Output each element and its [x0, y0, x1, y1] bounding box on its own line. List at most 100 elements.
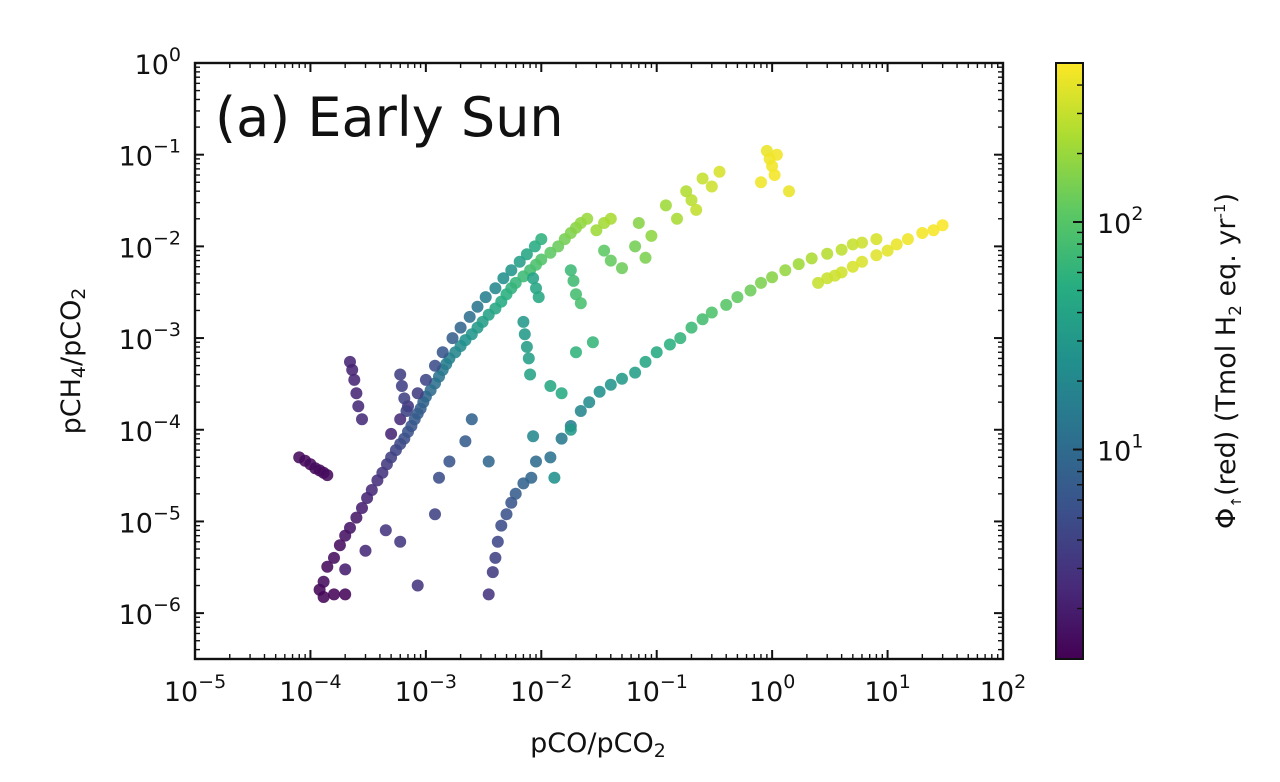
data-point [936, 219, 949, 232]
data-point [489, 551, 502, 564]
x-tick-label: 10−2 [510, 671, 572, 708]
data-point [400, 405, 413, 417]
data-point [629, 366, 642, 379]
data-point [489, 282, 502, 295]
data-point [436, 346, 449, 359]
data-point [350, 387, 363, 400]
data-point [659, 199, 672, 212]
data-point [321, 560, 334, 573]
axis-ticks [194, 62, 1004, 659]
data-point [779, 264, 792, 277]
data-point [339, 563, 352, 576]
data-point [385, 427, 398, 440]
data-point [650, 346, 663, 359]
data-point [783, 185, 795, 198]
data-point [518, 328, 531, 341]
data-point [509, 487, 522, 500]
data-point [527, 430, 540, 443]
data-point [513, 255, 526, 268]
data-point [555, 387, 568, 400]
data-point [590, 224, 603, 237]
data-point [927, 224, 940, 237]
data-point [520, 248, 533, 261]
data-point [394, 535, 407, 548]
data-point [394, 413, 407, 426]
data-point [333, 539, 346, 552]
data-point [328, 588, 340, 601]
x-tick-label: 101 [864, 671, 910, 708]
data-point [770, 148, 783, 161]
data-point [544, 451, 557, 464]
plot-frame [193, 61, 1005, 661]
x-tick-label: 10−3 [395, 671, 457, 708]
data-point [616, 372, 628, 385]
data-point [532, 291, 545, 304]
data-point [429, 359, 441, 372]
data-point [744, 284, 757, 297]
data-point [856, 236, 868, 249]
data-point [835, 243, 848, 256]
data-point [916, 227, 929, 239]
y-tick-label: 10−3 [119, 319, 181, 356]
data-point [398, 392, 411, 405]
data-point [317, 591, 330, 603]
x-tick-label: 10−5 [164, 671, 226, 708]
data-point [629, 240, 642, 253]
data-point [680, 185, 693, 198]
y-tick-label: 10−4 [119, 411, 181, 448]
data-point [598, 244, 611, 257]
data-point [846, 238, 859, 251]
data-point [500, 508, 513, 521]
data-point [890, 238, 903, 251]
x-tick-label: 10−1 [626, 671, 688, 708]
data-point [593, 385, 606, 398]
data-point [348, 373, 361, 386]
data-point [812, 276, 825, 289]
data-point [805, 252, 818, 265]
data-point [846, 260, 859, 273]
data-point [583, 396, 596, 409]
data-point [525, 471, 538, 484]
data-point [574, 405, 587, 417]
data-point [616, 262, 628, 275]
y-tick-label: 100 [135, 44, 181, 81]
colorbar-title: Φ↑(red) (Tmol H2 eq. yr-1) [1211, 193, 1246, 529]
data-point [339, 588, 352, 601]
data-point [685, 321, 698, 334]
data-point [713, 165, 726, 178]
data-point [317, 575, 330, 588]
data-point [446, 332, 459, 345]
data-point [544, 380, 557, 392]
data-point [567, 274, 580, 287]
data-point [486, 566, 499, 579]
data-point [443, 455, 456, 468]
y-axis-title: pCH4/pCO2 [56, 288, 90, 435]
data-point [465, 413, 478, 426]
data-point [459, 435, 472, 448]
data-point [356, 502, 368, 514]
data-point [604, 254, 617, 267]
data-point [419, 373, 432, 386]
data-point [792, 258, 805, 271]
data-point [482, 588, 495, 601]
data-point [454, 321, 467, 334]
data-point [870, 233, 883, 246]
data-point [604, 378, 617, 391]
data-point [604, 212, 617, 225]
data-point [394, 368, 407, 381]
y-tick-label: 10−5 [119, 502, 181, 539]
x-tick-label: 102 [980, 671, 1026, 708]
data-point [505, 496, 518, 509]
y-tick-label: 10−2 [119, 227, 181, 264]
data-point [429, 508, 441, 521]
data-point [379, 524, 392, 537]
data-point [570, 288, 582, 301]
data-point [433, 471, 445, 484]
x-tick-label: 100 [749, 671, 795, 708]
data-point [411, 579, 424, 592]
data-point [463, 310, 476, 323]
data-point [645, 229, 658, 242]
data-point [555, 432, 568, 445]
data-point [471, 300, 484, 313]
